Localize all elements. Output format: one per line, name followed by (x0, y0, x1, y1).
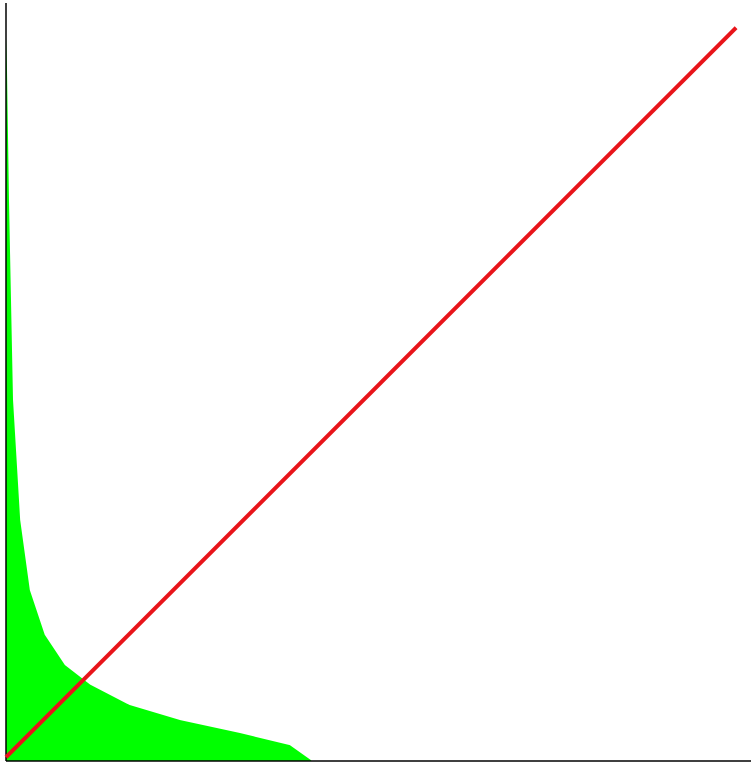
line (4, 26, 738, 759)
area (6, 5, 313, 761)
